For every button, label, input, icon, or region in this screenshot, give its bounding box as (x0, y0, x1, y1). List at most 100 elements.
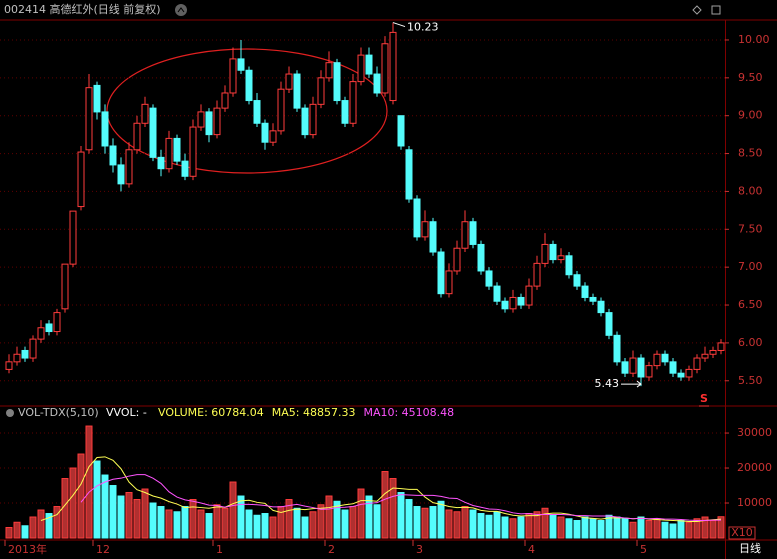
volume-bar (221, 507, 229, 539)
volume-bar (349, 506, 357, 539)
candle-body (5, 361, 13, 370)
volume-bar (573, 520, 581, 539)
volume-bar (453, 511, 461, 539)
signal-marker: S (700, 392, 708, 405)
volume-bar (541, 507, 549, 539)
volume-bar (429, 506, 437, 539)
volume-bar (469, 509, 477, 539)
candle-body (229, 58, 237, 94)
candle-body (141, 103, 149, 124)
candle-body (677, 372, 685, 378)
diamond-icon[interactable] (692, 5, 702, 15)
candle-body (69, 210, 77, 265)
toggle-icon[interactable] (175, 4, 187, 16)
volume-bar (37, 509, 45, 539)
candle-body (341, 100, 349, 124)
candle-body (597, 300, 605, 314)
candle-body (565, 255, 573, 276)
volume-bar (397, 492, 405, 539)
volume-bar (677, 520, 685, 539)
candle-body (525, 285, 533, 306)
volume-bar (213, 504, 221, 539)
y-tick-label: 7.50 (738, 222, 763, 235)
volume-bar (477, 513, 485, 539)
volume-bar (13, 521, 21, 539)
candle-body (213, 107, 221, 136)
candle-body (717, 342, 725, 351)
candle-body (333, 62, 341, 102)
candle-body (581, 285, 589, 298)
volume-bar (157, 506, 165, 539)
candle-body (53, 312, 61, 333)
y-tick-label: 10.00 (738, 33, 770, 46)
panel-icon[interactable] (6, 409, 14, 417)
candle-body (13, 353, 21, 363)
candle-body (181, 160, 189, 177)
volume-bar (365, 495, 373, 539)
volume-bar (517, 516, 525, 539)
candle-body (557, 255, 565, 261)
candle-body (277, 88, 285, 132)
candle-body (693, 357, 701, 370)
candle-body (397, 115, 405, 147)
volume-bar (357, 488, 365, 539)
volume-bar (525, 513, 533, 539)
volume-bar (685, 521, 693, 539)
candle-body (669, 361, 677, 374)
candle-body (85, 87, 93, 151)
x-tick-label: 1 (216, 543, 223, 556)
x-tick-label: 5 (640, 543, 647, 556)
candle-body (445, 270, 453, 295)
volume-bar (661, 521, 669, 539)
volume-bar (117, 495, 125, 539)
candle-body (125, 149, 133, 185)
volume-bar (29, 516, 37, 539)
candle-body (421, 221, 429, 238)
highlight-ellipse (106, 48, 388, 174)
volume-bar (165, 509, 173, 539)
candle-body (509, 296, 517, 310)
volume-bar (109, 485, 117, 539)
volume-bar (309, 511, 317, 539)
candle-body (629, 357, 637, 374)
volume-bar (301, 516, 309, 539)
candle-body (157, 156, 165, 170)
candle-body (589, 296, 597, 302)
y-tick-label: 9.50 (738, 71, 763, 84)
volume-bar (237, 495, 245, 539)
volume-bar (669, 523, 677, 539)
annotation-label: 5.43 (595, 377, 620, 390)
candle-body (349, 81, 357, 124)
volume-bar (373, 504, 381, 539)
y-tick-label: 30000 (737, 426, 772, 439)
candle-body (469, 221, 477, 245)
ma-line (80, 474, 721, 522)
volume-bar (173, 511, 181, 539)
volume-bar (293, 507, 301, 539)
volume-bar (421, 507, 429, 539)
candle-body (477, 243, 485, 272)
y-tick-label: 7.00 (738, 260, 763, 273)
volume-bar (181, 506, 189, 539)
volume-bar (285, 499, 293, 539)
candle-body (293, 73, 301, 109)
square-icon[interactable] (711, 5, 721, 15)
volume-legend: MA5: 48857.33 (272, 406, 356, 419)
candle-body (77, 151, 85, 208)
toggle-icon-arrow (177, 7, 185, 13)
candle-body (605, 312, 613, 336)
x-tick-label: 2 (328, 543, 335, 556)
y-tick-label: 9.00 (738, 109, 763, 122)
volume-bar (509, 518, 517, 539)
candle-body (245, 69, 253, 102)
candle-body (221, 92, 229, 109)
volume-bar (317, 504, 325, 539)
candle-body (381, 43, 389, 94)
candle-body (101, 111, 109, 147)
volume-bar (565, 518, 573, 539)
volume-bar (557, 516, 565, 539)
volume-bar (269, 516, 277, 539)
scale-label: X10 (731, 526, 753, 539)
candle-body (405, 149, 413, 200)
